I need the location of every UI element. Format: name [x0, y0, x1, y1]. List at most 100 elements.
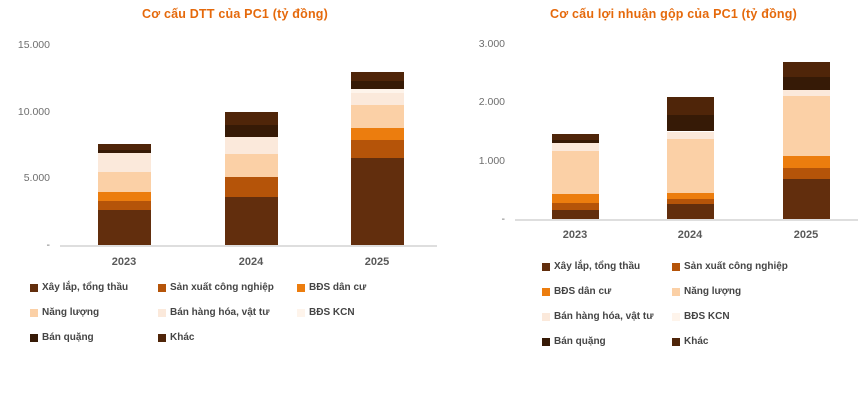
bar-segment: [666, 131, 714, 140]
legend-item: Xây lắp, tổng thầu: [30, 282, 128, 293]
x-category-label: 2023: [111, 256, 137, 268]
bar-segment: [224, 154, 278, 177]
bar-segment: [666, 198, 714, 205]
bar-segment: [224, 177, 278, 197]
legend-item: Sản xuất công nghiệp: [158, 282, 274, 293]
legend-item: Bán hàng hóa, vật tư: [542, 311, 653, 322]
legend-swatch: [542, 312, 550, 321]
bar-segment: [350, 89, 404, 93]
legend-item: Năng lượng: [672, 286, 741, 297]
bar-segment: [782, 61, 830, 77]
legend-swatch: [297, 308, 305, 317]
bar-segment: [666, 96, 714, 116]
bar-segment: [224, 125, 278, 137]
y-tick-label: 1.000: [478, 154, 505, 167]
bar-segment: [782, 76, 830, 91]
bar-segment: [97, 191, 151, 201]
legend-item: Bán quặng: [30, 332, 94, 343]
legend-swatch: [297, 283, 305, 292]
legend-swatch: [542, 262, 550, 271]
bar-segment: [224, 197, 278, 245]
bar-segment: [224, 111, 278, 125]
y-tick-label: 5.000: [23, 172, 50, 185]
bar-segment: [551, 202, 599, 210]
legend-swatch: [158, 333, 166, 342]
legend-swatch: [158, 283, 166, 292]
legend-item: BĐS KCN: [672, 311, 730, 322]
legend-swatch: [672, 337, 680, 346]
legend-item: BĐS dân cư: [297, 282, 366, 293]
legend-label: Sản xuất công nghiệp: [684, 261, 788, 272]
legend-swatch: [672, 312, 680, 321]
legend-swatch: [672, 287, 680, 296]
bar-segment: [666, 139, 714, 193]
bar-segment: [97, 171, 151, 192]
legend-item: Năng lượng: [30, 307, 99, 318]
legend-swatch: [542, 337, 550, 346]
legend-label: Năng lượng: [684, 286, 742, 297]
legend-swatch: [542, 287, 550, 296]
bar-segment: [782, 178, 830, 219]
x-category-label: 2024: [238, 256, 264, 268]
y-tick-label: 3.000: [478, 38, 505, 50]
bar-segment: [551, 143, 599, 151]
bar-segment: [666, 115, 714, 132]
x-category-label: 2023: [562, 229, 588, 241]
legend-swatch: [672, 262, 680, 271]
x-category-label: 2025: [364, 256, 390, 268]
legend-item: Xây lắp, tổng thầu: [542, 261, 640, 272]
legend-label: BĐS dân cư: [554, 286, 612, 297]
bar-segment: [97, 150, 151, 153]
bar-segment: [551, 134, 599, 141]
legend-label: Khác: [170, 332, 195, 343]
legend-label: BĐS KCN: [309, 307, 355, 318]
bar-segment: [224, 137, 278, 155]
y-tick-label: 10.000: [17, 105, 50, 118]
y-tick-label: -: [501, 213, 506, 225]
legend-label: Sản xuất công nghiệp: [170, 282, 274, 293]
x-axis-line: [60, 245, 437, 247]
bar-segment: [97, 143, 151, 151]
legend-label: Năng lượng: [42, 307, 100, 318]
bar-segment: [350, 81, 404, 89]
bar-segment: [97, 210, 151, 245]
chart-title: Cơ cấu lợi nhuận gộp của PC1 (tỷ đồng): [550, 7, 797, 21]
legend-label: Bán hàng hóa, vật tư: [170, 307, 270, 318]
bar-segment: [350, 71, 404, 81]
legend-item: BĐS dân cư: [542, 286, 611, 297]
bar-segment: [551, 209, 599, 219]
bar-segment: [666, 204, 714, 219]
legend-item: Khác: [158, 332, 194, 343]
y-tick-label: 15.000: [17, 39, 50, 51]
bar-segment: [782, 156, 830, 168]
bar-segment: [350, 127, 404, 140]
legend-swatch: [158, 308, 166, 317]
bar-segment: [782, 167, 830, 179]
bar-segment: [551, 193, 599, 203]
legend-swatch: [30, 308, 38, 317]
x-axis-line: [515, 219, 858, 221]
y-tick-label: 2.000: [478, 96, 505, 109]
bar-segment: [350, 158, 404, 245]
legend-label: Bán quặng: [42, 332, 94, 343]
legend-item: BĐS KCN: [297, 307, 355, 318]
legend-item: Bán quặng: [542, 336, 606, 347]
chart-title: Cơ cấu DTT của PC1 (tỷ đồng): [141, 7, 329, 21]
legend-item: Bán hàng hóa, vật tư: [158, 307, 269, 318]
legend-label: Bán hàng hóa, vật tư: [554, 311, 654, 322]
legend-item: Khác: [672, 336, 708, 347]
bar-segment: [782, 90, 830, 96]
bar-segment: [350, 105, 404, 128]
legend-label: BĐS dân cư: [309, 282, 367, 293]
legend-label: BĐS KCN: [684, 311, 730, 322]
x-category-label: 2025: [793, 229, 819, 241]
legend-label: Bán quặng: [554, 336, 606, 347]
bar-segment: [551, 150, 599, 194]
bar-segment: [97, 201, 151, 211]
legend-item: Sản xuất công nghiệp: [672, 261, 788, 272]
legend-label: Xây lắp, tổng thầu: [554, 261, 641, 272]
legend-label: Khác: [684, 336, 709, 347]
